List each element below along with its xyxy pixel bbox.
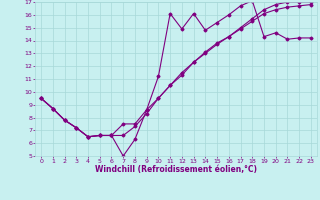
X-axis label: Windchill (Refroidissement éolien,°C): Windchill (Refroidissement éolien,°C) (95, 165, 257, 174)
